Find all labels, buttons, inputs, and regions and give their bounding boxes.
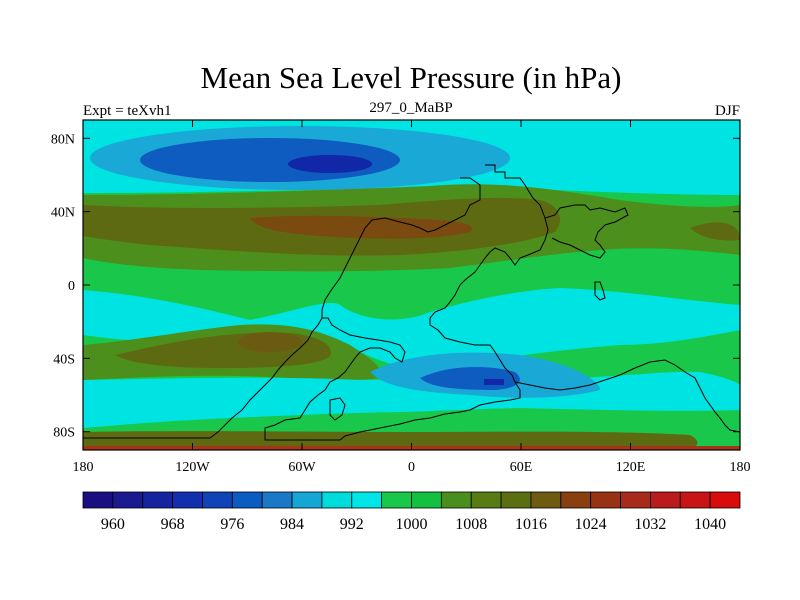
colorbar-swatch (560, 491, 592, 509)
y-tick-label: 40S (53, 352, 75, 367)
coastline-pangaea (83, 164, 549, 441)
colorbar-label: 984 (280, 516, 304, 533)
colorbar-swatch (530, 491, 562, 509)
colorbar-swatch (112, 491, 144, 509)
colorbar-swatch (261, 491, 293, 509)
y-axis: 80N 40N 0 40S 80S (51, 132, 740, 441)
chart-title: Mean Sea Level Pressure (in hPa) (201, 60, 622, 95)
colorbar-swatch (231, 491, 263, 509)
x-tick-label: 120E (616, 460, 646, 475)
colorbar-swatch (291, 491, 323, 509)
colorbar-swatch (440, 491, 472, 509)
pressure-field (83, 120, 740, 450)
field-north-high-1024 (250, 215, 472, 239)
y-tick-label: 80S (53, 426, 75, 441)
colorbar-swatch (142, 491, 173, 509)
coastline-east (544, 204, 629, 259)
colorbar-swatch (470, 491, 502, 509)
season-label: DJF (715, 103, 740, 119)
colorbar-swatch (650, 491, 681, 509)
field-arctic-976 (288, 155, 372, 173)
x-tick-label: 0 (408, 460, 415, 475)
colorbar-swatch (411, 491, 442, 509)
y-tick-label: 40N (51, 206, 75, 221)
colorbar-swatch (620, 491, 651, 509)
colorbar-label: 1000 (396, 516, 428, 533)
colorbar-swatch (709, 491, 741, 509)
colorbar-swatch (590, 491, 621, 509)
colorbar-label: 1032 (634, 516, 666, 533)
age-label: 297_0_MaBP (369, 100, 452, 116)
y-tick-label: 80N (51, 132, 75, 147)
field-south-high-1020 (238, 332, 302, 352)
coastline-north (321, 177, 481, 318)
colorbar-swatch (202, 491, 233, 509)
colorbar-label: 1024 (575, 516, 607, 533)
x-tick-label: 60W (288, 460, 316, 475)
colorbar-label: 960 (101, 516, 125, 533)
x-tick-label: 120W (175, 460, 210, 475)
colorbar-label: 1008 (455, 516, 487, 533)
x-tick-label: 180 (730, 460, 751, 475)
field-east-high-1016 (690, 222, 740, 241)
field-south-indian-core (484, 379, 504, 385)
colorbar-swatch (321, 491, 353, 509)
x-tick-label: 60E (510, 460, 533, 475)
colorbar-swatch (351, 491, 383, 509)
colorbar-label: 968 (161, 516, 185, 533)
colorbar-swatch (381, 491, 412, 509)
coastline-gondwana-east (514, 359, 740, 433)
colorbar-label: 976 (220, 516, 244, 533)
experiment-label: Expt = teXvh1 (83, 103, 171, 119)
colorbar-label: 992 (340, 516, 364, 533)
continent-outlines (83, 164, 740, 441)
x-axis: 180 120W 60W 0 60E 120E 180 (73, 120, 751, 475)
field-pacific-cyan (83, 288, 740, 371)
colorbar-label: 1040 (694, 516, 726, 533)
coastline-island-east (594, 281, 606, 301)
y-tick-label: 0 (68, 279, 75, 294)
field-antarctic-1016 (83, 431, 698, 448)
colorbar-swatch (679, 491, 711, 509)
x-tick-label: 180 (73, 460, 94, 475)
colorbar-swatch (172, 491, 203, 509)
colorbar-swatch (82, 491, 114, 509)
colorbar: 960 968 976 984 992 1000 1008 1016 1024 1032 1040 (82, 491, 741, 533)
colorbar-swatch (500, 491, 532, 509)
colorbar-label: 1016 (515, 516, 547, 533)
coastline-inner-south (329, 397, 346, 421)
